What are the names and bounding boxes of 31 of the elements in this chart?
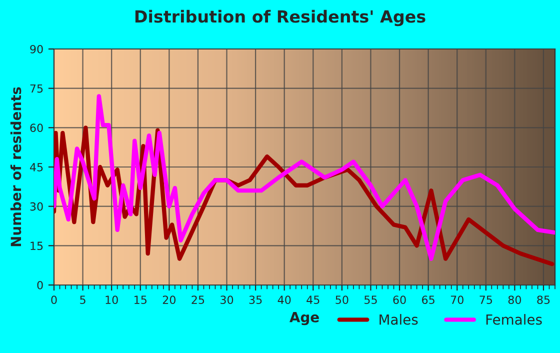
x-tick-label: 45	[306, 296, 320, 304]
y-tick-label: 90	[30, 44, 43, 54]
x-tick-label: 80	[508, 296, 522, 304]
x-tick-label: 25	[192, 296, 204, 304]
x-tick-label: 15	[134, 296, 146, 304]
y-tick-label: 45	[30, 163, 43, 172]
legend-label: Females	[486, 314, 542, 325]
x-tick-label: 30	[220, 296, 234, 304]
x-tick-label: 50	[336, 296, 348, 304]
x-tick-label: 0	[51, 296, 57, 304]
x-tick-label: 75	[480, 296, 492, 304]
x-tick-label: 20	[162, 296, 176, 304]
y-tick-label: 15	[30, 242, 43, 250]
x-axis-title: Age	[290, 312, 319, 326]
y-tick-label: 0	[37, 280, 43, 290]
x-tick-label: 70	[450, 296, 464, 304]
chart-title: Distribution of Residents' Ages	[135, 10, 426, 26]
x-tick-label: 5	[80, 296, 86, 304]
y-tick-label: 60	[30, 124, 43, 132]
legend-label: Males	[380, 314, 418, 325]
y-tick-label: 30	[30, 202, 43, 211]
x-tick-label: 60	[393, 296, 406, 304]
x-tick-label: 85	[537, 296, 550, 304]
x-tick-label: 10	[106, 296, 118, 304]
x-tick-label: 55	[364, 296, 377, 304]
x-tick-label: 65	[422, 296, 434, 304]
y-tick-label: 75	[30, 84, 43, 93]
x-tick-label: 35	[249, 296, 262, 304]
line-series	[54, 94, 555, 261]
x-tick-label: 40	[278, 296, 291, 304]
y-axis-title: Number of residents	[10, 87, 22, 246]
